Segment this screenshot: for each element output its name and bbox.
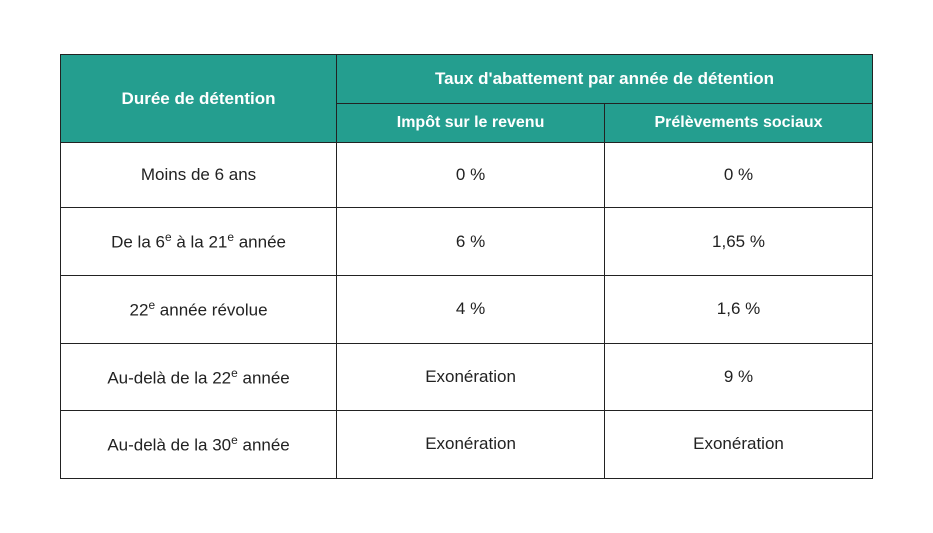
table-row: Au-delà de la 30e année Exonération Exon… [61,411,873,479]
cell-social-levies: Exonération [605,411,873,479]
cell-income-tax: Exonération [337,343,605,411]
cell-social-levies: 9 % [605,343,873,411]
col-header-income-tax: Impôt sur le revenu [337,104,605,143]
cell-social-levies: 1,6 % [605,275,873,343]
table-row: De la 6e à la 21e année 6 % 1,65 % [61,208,873,276]
table-header-row-1: Durée de détention Taux d'abattement par… [61,55,873,104]
table-row: 22e année révolue 4 % 1,6 % [61,275,873,343]
table-row: Au-delà de la 22e année Exonération 9 % [61,343,873,411]
cell-social-levies: 0 % [605,143,873,208]
cell-income-tax: 6 % [337,208,605,276]
table-row: Moins de 6 ans 0 % 0 % [61,143,873,208]
cell-income-tax: 4 % [337,275,605,343]
cell-duration: Au-delà de la 22e année [61,343,337,411]
cell-income-tax: Exonération [337,411,605,479]
cell-income-tax: 0 % [337,143,605,208]
cell-duration: De la 6e à la 21e année [61,208,337,276]
cell-social-levies: 1,65 % [605,208,873,276]
col-header-social-levies: Prélèvements sociaux [605,104,873,143]
cell-duration: Moins de 6 ans [61,143,337,208]
col-header-duration: Durée de détention [61,55,337,143]
table-container: Durée de détention Taux d'abattement par… [0,14,933,519]
abatement-table: Durée de détention Taux d'abattement par… [60,54,873,479]
cell-duration: 22e année révolue [61,275,337,343]
cell-duration: Au-delà de la 30e année [61,411,337,479]
col-header-group: Taux d'abattement par année de détention [337,55,873,104]
